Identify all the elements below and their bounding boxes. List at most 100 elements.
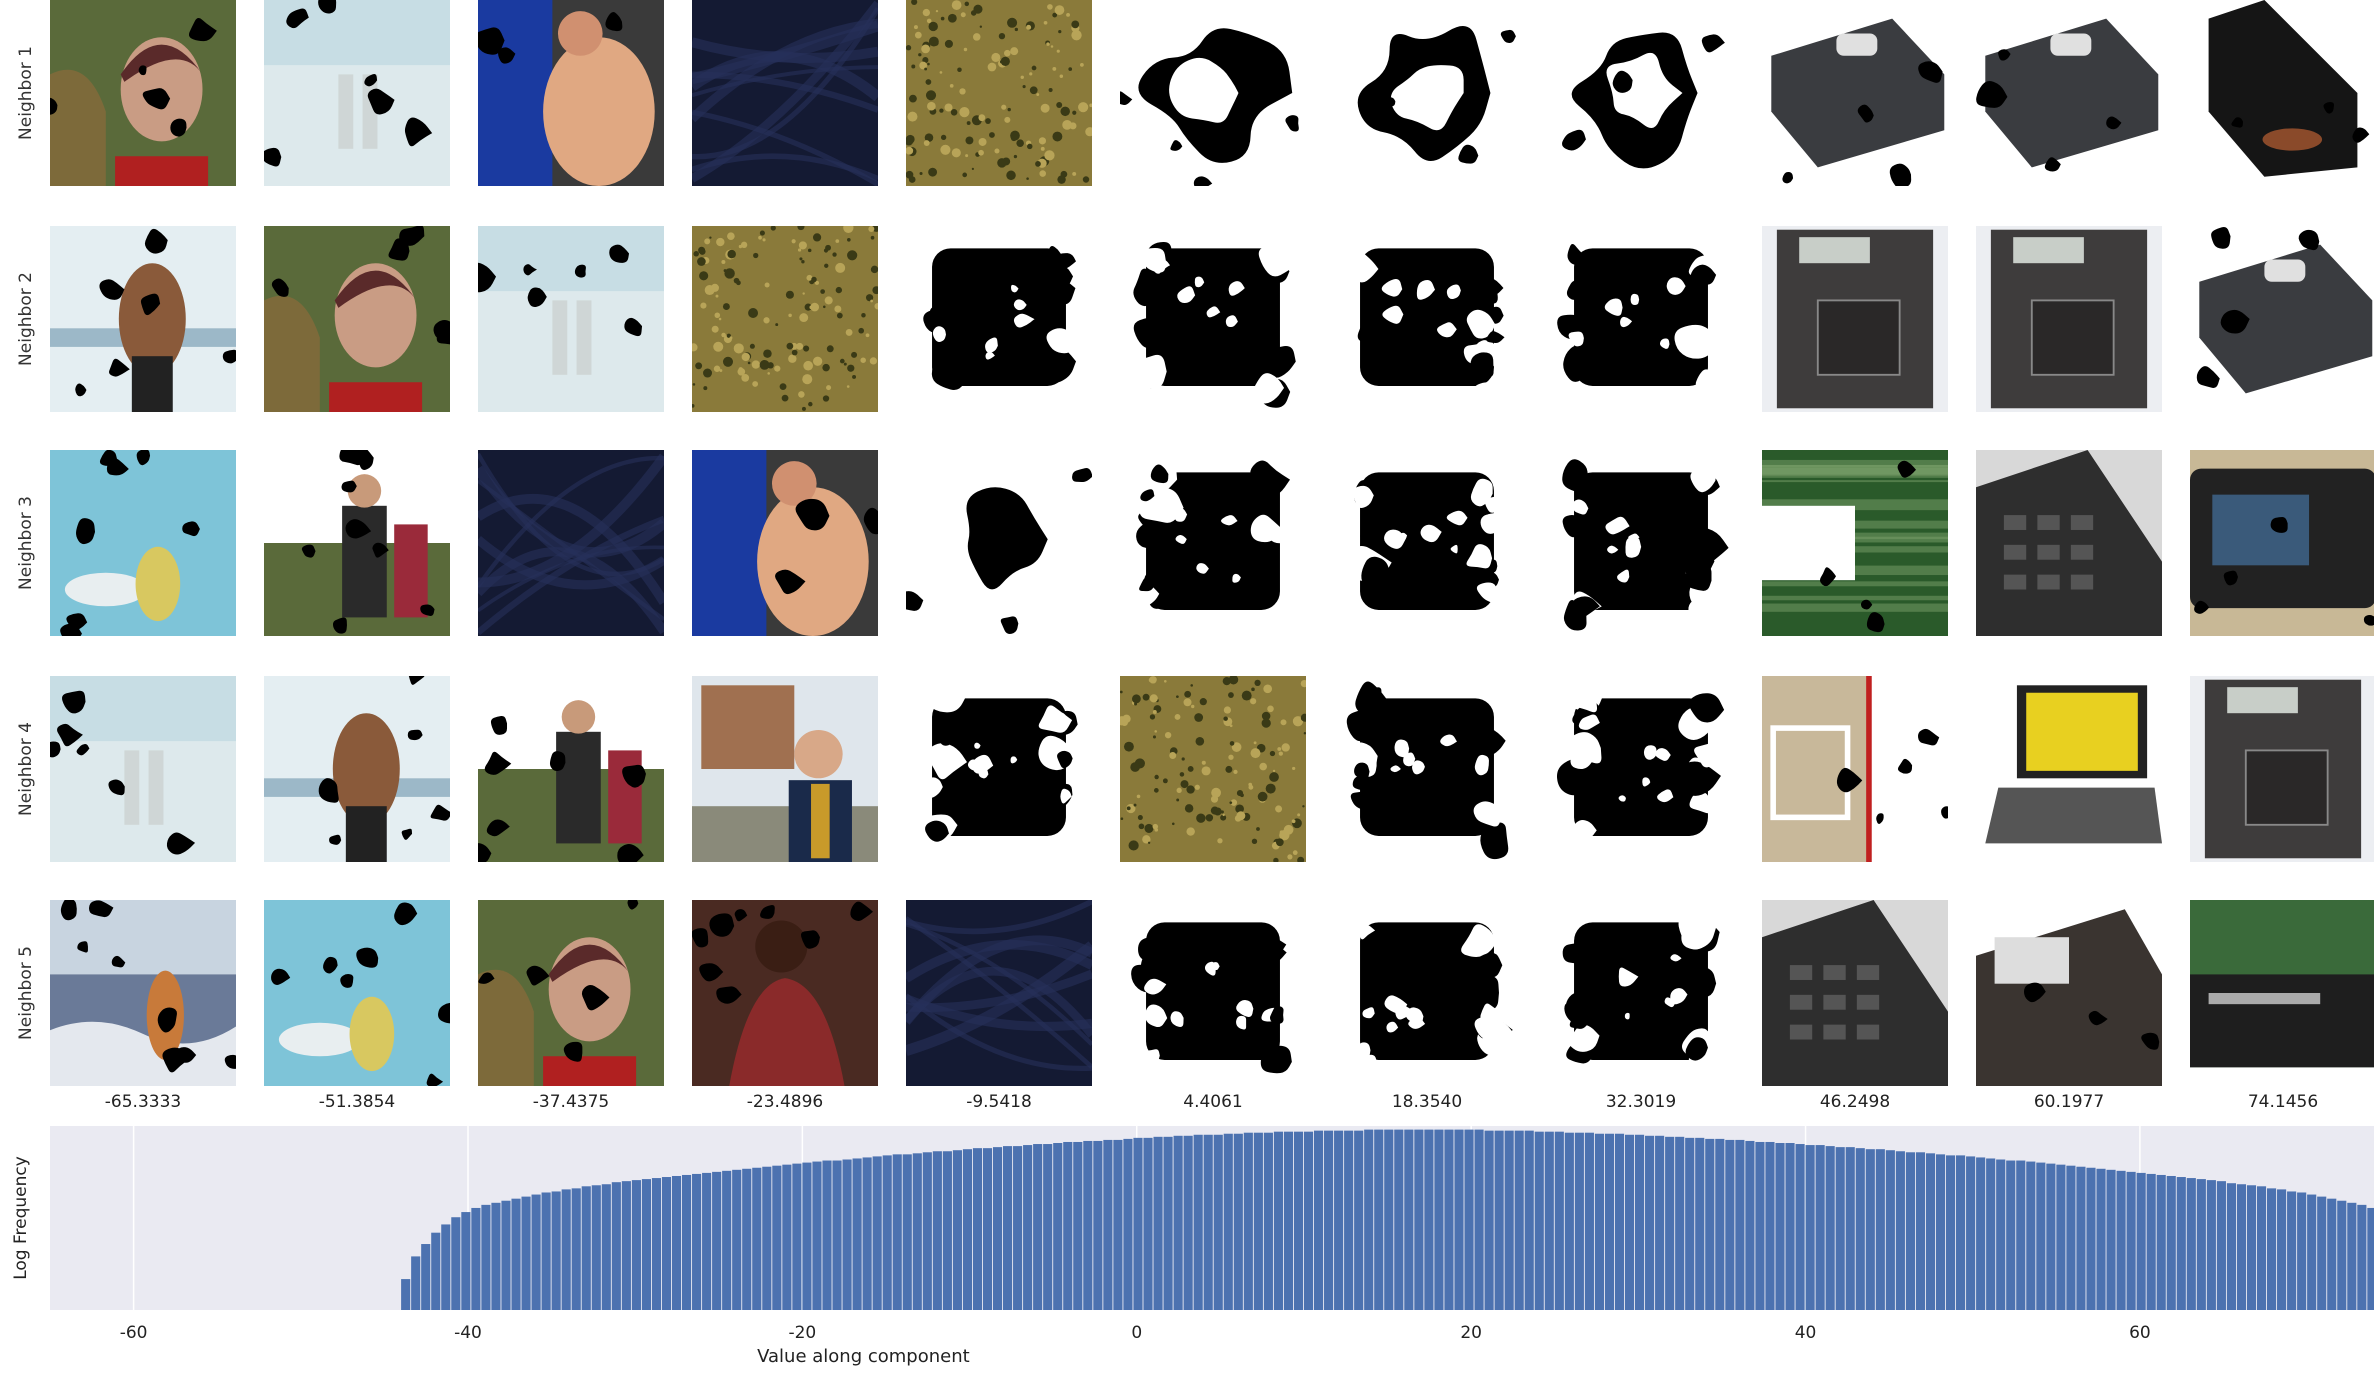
histogram-bar <box>1143 1137 1153 1310</box>
histogram-bar <box>722 1170 732 1310</box>
histogram-bar <box>842 1159 852 1310</box>
neighbor-image-tile <box>1120 676 1306 862</box>
histogram-bar <box>1003 1146 1013 1310</box>
neighbor-image-tile <box>50 226 236 412</box>
neighbor-image-tile <box>692 0 878 186</box>
neighbor-image-tile <box>1762 900 1948 1086</box>
histogram-bar <box>1695 1137 1705 1310</box>
histogram-bar <box>1865 1149 1875 1310</box>
neighbor-image-tile <box>692 676 878 862</box>
histogram-bar <box>1795 1144 1805 1310</box>
histogram-bar <box>832 1160 842 1310</box>
histogram-bar <box>621 1181 631 1310</box>
histogram-bar <box>521 1196 531 1310</box>
y-axis-label: Log Frequency <box>11 1156 31 1280</box>
column-value-label: 4.4061 <box>1183 1092 1243 1112</box>
histogram-bar <box>1023 1145 1033 1310</box>
neighbor-image-tile <box>1762 226 1948 412</box>
histogram-bar <box>1905 1152 1915 1310</box>
neighbor-image-grid: Neighbor 1 Neighbor 2 Neighbor 3 Neighbor 4… <box>16 0 2374 1112</box>
histogram-bar <box>1614 1133 1625 1310</box>
neighbor-image-tile <box>906 226 1092 412</box>
neighbor-image-tile <box>478 0 664 186</box>
histogram-bar <box>1444 1129 1454 1310</box>
histogram-bar <box>1996 1159 2006 1310</box>
histogram-bar <box>2236 1184 2247 1310</box>
x-tick-label: -40 <box>454 1323 482 1343</box>
neighbor-image-tile <box>1976 900 2162 1086</box>
x-tick-label: -60 <box>120 1323 148 1343</box>
x-tick-label: 20 <box>1460 1323 1482 1343</box>
neighbor-image-tile <box>1976 450 2162 636</box>
histogram-bar <box>1895 1151 1905 1310</box>
histogram-bar <box>1765 1141 1775 1310</box>
neighbor-image-tile <box>1120 226 1306 412</box>
neighbor-image-tile <box>264 450 450 636</box>
histogram-bar <box>922 1152 932 1310</box>
histogram-bar <box>852 1158 862 1310</box>
neighbor-image-tile <box>692 226 878 412</box>
histogram-bar <box>1083 1140 1093 1310</box>
histogram-bar <box>2106 1169 2116 1310</box>
neighbor-image-tile <box>2190 226 2374 412</box>
histogram-bar <box>1584 1132 1594 1310</box>
neighbor-image-tile <box>1976 226 2162 412</box>
histogram-bar <box>2146 1173 2156 1310</box>
histogram-bar <box>2186 1178 2196 1310</box>
neighbor-image-tile <box>692 450 878 636</box>
histogram-bar <box>1113 1139 1123 1310</box>
histogram-bar <box>1303 1131 1314 1310</box>
histogram-bar <box>892 1154 902 1310</box>
neighbor-image-tile <box>1548 900 1734 1086</box>
column-value-label: 32.3019 <box>1605 1092 1677 1112</box>
row-label: Neighbor 2 <box>16 272 36 366</box>
histogram-bar <box>1434 1129 1444 1310</box>
histogram-bar <box>511 1198 521 1310</box>
x-tick-label: 0 <box>1131 1323 1142 1343</box>
column-value-label: -23.4896 <box>746 1092 824 1112</box>
histogram-bar <box>1354 1130 1364 1310</box>
histogram-bar <box>1574 1132 1584 1310</box>
neighbor-image-tile <box>50 676 236 862</box>
histogram-bar <box>1053 1143 1063 1310</box>
neighbor-image-tile <box>2190 450 2374 636</box>
histogram-bar <box>1725 1139 1735 1310</box>
neighbor-image-tile <box>1762 676 1948 862</box>
histogram-bar <box>1203 1134 1213 1310</box>
x-tick-label: -20 <box>788 1323 816 1343</box>
histogram-bar <box>411 1256 421 1310</box>
histogram-bar <box>762 1166 772 1310</box>
histogram-bar <box>1233 1133 1243 1310</box>
histogram-bar <box>742 1168 752 1310</box>
neighbor-image-tile <box>2190 900 2374 1086</box>
histogram-bar <box>1534 1131 1544 1310</box>
histogram-bar <box>2347 1202 2357 1310</box>
neighbor-image-tile <box>1762 0 1948 186</box>
histogram-bar <box>1554 1131 1564 1310</box>
histogram-bar <box>1775 1143 1785 1310</box>
histogram-bar <box>1956 1155 1966 1310</box>
histogram-bar <box>611 1182 621 1310</box>
histogram-bar <box>531 1194 541 1310</box>
histogram-bar <box>982 1148 993 1310</box>
histogram-bar <box>1935 1154 1946 1310</box>
neighbor-image-tile <box>1548 450 1734 636</box>
histogram-bar <box>561 1189 571 1310</box>
histogram-bar <box>1173 1135 1183 1310</box>
histogram-bar <box>782 1164 792 1310</box>
histogram-bar <box>681 1174 692 1310</box>
histogram-bar <box>1404 1129 1414 1310</box>
histogram-bar <box>2287 1191 2297 1310</box>
histogram-bar <box>1755 1141 1765 1310</box>
histogram-bar <box>1685 1137 1695 1310</box>
row-label: Neighbor 1 <box>16 46 36 140</box>
histogram-bar <box>942 1151 952 1310</box>
column-value-label: -65.3333 <box>104 1092 182 1112</box>
histogram-bar <box>1424 1129 1434 1310</box>
neighbor-image-tile <box>1334 0 1520 186</box>
histogram-bar <box>451 1217 461 1310</box>
histogram-bar <box>1273 1131 1283 1310</box>
histogram-bar <box>2066 1165 2076 1310</box>
histogram-bar <box>1163 1136 1173 1310</box>
histogram-bar <box>2357 1204 2367 1310</box>
